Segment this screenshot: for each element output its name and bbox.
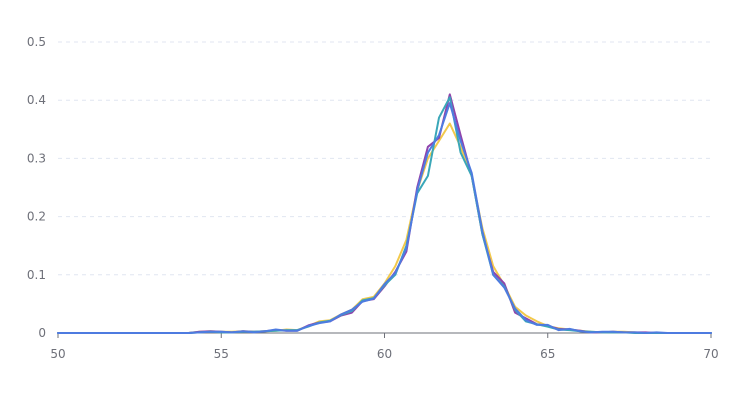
- x-tick-label: 65: [540, 347, 555, 361]
- x-axis: 50 55 60 65 70: [50, 332, 719, 361]
- series-line-2: [57, 93, 712, 334]
- y-tick-label: 0.2: [27, 210, 46, 224]
- y-tick-label: 0.3: [27, 151, 46, 165]
- x-tick-label: 60: [377, 347, 392, 361]
- gridlines: [58, 41, 711, 276]
- x-tick-label: 55: [214, 347, 229, 361]
- series-line-3: [57, 96, 712, 334]
- y-tick-label: 0.1: [27, 268, 46, 282]
- y-tick-label: 0.5: [27, 35, 46, 49]
- plot-series: [57, 93, 712, 334]
- y-axis: 0 0.1 0.2 0.3 0.4 0.5: [27, 35, 46, 340]
- y-tick-label: 0: [38, 326, 46, 340]
- x-tick-label: 70: [703, 347, 718, 361]
- series-line-1: [57, 122, 712, 334]
- y-tick-label: 0.4: [27, 93, 46, 107]
- series-line-4: [57, 102, 712, 334]
- x-tick-label: 50: [50, 347, 65, 361]
